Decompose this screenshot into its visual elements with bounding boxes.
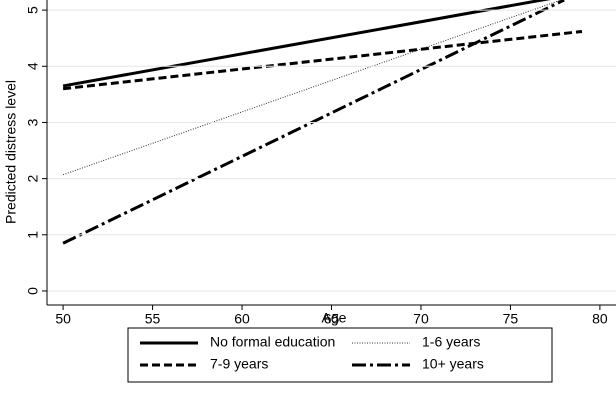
y-tick-label: 2	[25, 175, 41, 183]
x-tick-label: 65	[324, 311, 340, 327]
legend-label: 1-6 years	[422, 334, 480, 350]
y-tick-label: 1	[25, 231, 41, 239]
x-tick-label: 50	[55, 311, 71, 327]
series-line	[62, 0, 551, 88]
x-tick-label: 55	[145, 311, 161, 327]
plot-lines	[62, 0, 583, 245]
series-line	[62, 29, 583, 91]
x-tick-label: 60	[234, 311, 250, 327]
y-tick-label: 3	[25, 118, 41, 126]
x-tick-label: 70	[413, 311, 429, 327]
series-line	[62, 0, 565, 245]
y-tick-label: 5	[25, 6, 41, 14]
legend-box	[127, 327, 553, 383]
legend-label: 10+ years	[422, 356, 484, 372]
x-axis-label: Age	[322, 310, 347, 326]
legend-label: 7-9 years	[210, 356, 268, 372]
y-tick-label: 4	[25, 62, 41, 70]
x-tick-label: 80	[592, 311, 608, 327]
y-tick-label: 0	[25, 287, 41, 295]
legend-label: No formal education	[210, 334, 335, 350]
y-axis-label: Predicted distress level	[3, 80, 19, 224]
x-tick-label: 75	[503, 311, 519, 327]
series-line	[62, 0, 563, 176]
